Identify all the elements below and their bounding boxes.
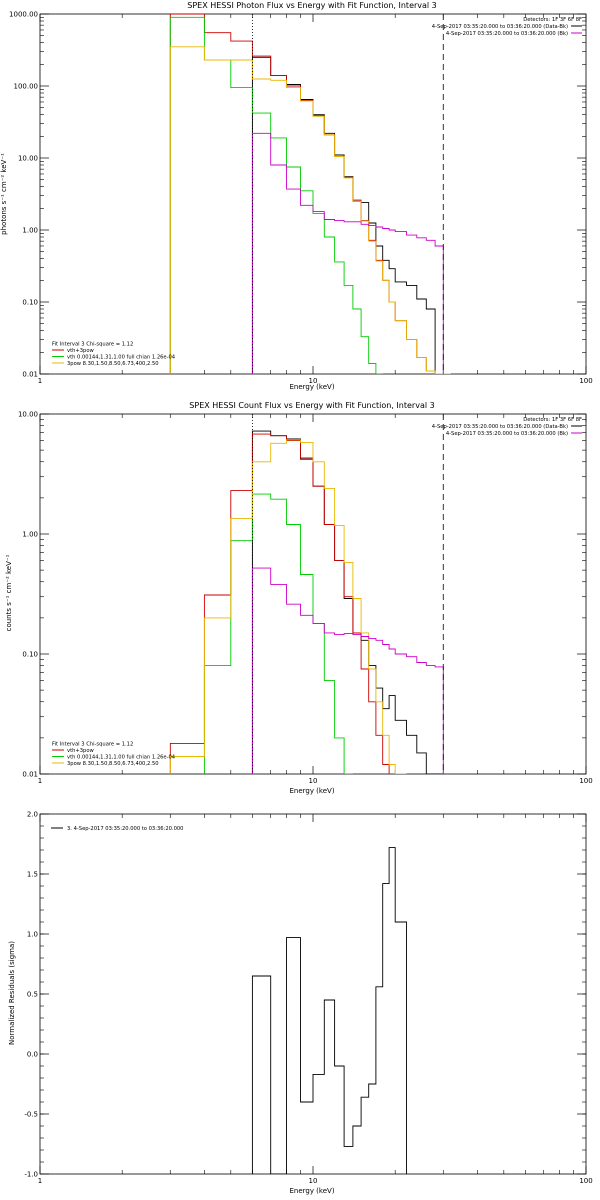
x-tick-label: 1 [38,1177,42,1185]
y-tick-label: 10.00 [18,155,38,163]
legend-fit-entry: vth+3pow [67,348,95,354]
series-line-bk [251,567,444,774]
x-axis-label: Energy (keV) [289,383,334,391]
y-tick-label: -1.0 [24,1171,38,1179]
y-tick-label: 0.01 [22,771,38,779]
series-line-vth [203,493,353,774]
legend-top-entry: 4-Sep-2017 03:35:20.000 to 03:36:20.000 … [432,424,568,430]
series-line-bk [251,132,444,374]
series-line-vth+3pow [169,433,396,774]
series-line-3pow [169,439,407,774]
legend-top-entry: 4-Sep-2017 03:35:20.000 to 03:36:20.000 … [446,31,568,37]
y-tick-label: 1.00 [22,531,38,539]
y-tick-label: 0.5 [27,991,38,999]
x-tick-label: 10 [309,1177,318,1185]
y-tick-label: 1.0 [27,931,38,939]
count-flux-panel: SPEX HESSI Count Flux vs Energy with Fit… [5,401,593,795]
y-axis-label: Normalized Residuals (sigma) [8,941,16,1045]
y-tick-label: 0.10 [22,299,38,307]
series-group [169,14,451,374]
x-tick-label: 10 [309,777,318,785]
chart-title: SPEX HESSI Count Flux vs Energy with Fit… [189,401,434,410]
x-tick-label: 10 [309,377,318,385]
legend-top-entry: 4-Sep-2017 03:35:20.000 to 03:36:20.000 … [432,24,568,30]
legend-fit-header: Fit Interval 3 Chi-square = 1.12 [52,342,133,348]
plot-area: 1 10 100 -1.0 -0.5 0.0 0.5 1.0 1.5 2.0 3. 4-Sep-20… [24,811,592,1186]
y-tick-label: 1.00 [22,227,38,235]
y-tick-label: 0.01 [22,371,38,379]
y-tick-label: 0.10 [22,651,38,659]
series-line-vth [169,16,383,374]
legend-top-header: Detectors: 1F 3F 6F 8F [523,17,582,23]
legend-fit-entry: vth 0.00144,1.31,1.00 full chian 1.26e-0… [67,755,176,761]
y-tick-label: 100.00 [14,83,39,91]
residuals-panel: Energy (keV) Normalized Residuals (sigma… [8,811,593,1196]
y-tick-label: 10.00 [18,411,38,419]
x-tick-label: 100 [579,1177,592,1185]
series-line-3pow [169,46,451,374]
legend-fit-entry: 3pow 8.30,1.50,8.50,6.73,400,2.50 [67,761,159,767]
legend-fit-header: Fit Interval 3 Chi-square = 1.12 [52,742,133,748]
series-group [169,430,444,774]
x-tick-label: 1 [38,777,42,785]
x-tick-label: 1 [38,377,42,385]
y-tick-label: 1000.00 [9,11,38,19]
y-tick-label: 0.0 [27,1051,38,1059]
x-tick-label: 100 [579,377,592,385]
series-line-residuals [251,847,407,1174]
legend-fit-entry: vth 0.00144,1.31,1.00 full chian 1.26e-0… [67,355,176,361]
legend-top-header: Detectors: 1F 3F 6F 8F [523,417,582,423]
legend-inset-entry: 3. 4-Sep-2017 03:35:20.000 to 03:36:20.0… [67,826,183,832]
plot-area: 1 10 100 0.01 0.10 1.00 10.00 100.00 1000.00 Dete… [9,11,593,386]
x-axis-label: Energy (keV) [289,787,334,795]
x-tick-label: 100 [579,777,592,785]
chart-title: SPEX HESSI Photon Flux vs Energy with Fi… [187,1,437,10]
y-tick-label: -0.5 [24,1111,38,1119]
series-group [251,847,407,1174]
legend-fit-entry: 3pow 8.30,1.50,8.50,6.73,400,2.50 [67,361,159,367]
photon-flux-panel: SPEX HESSI Photon Flux vs Energy with Fi… [0,1,593,391]
y-axis-label: photons s⁻¹ cm⁻² keV⁻¹ [0,153,8,235]
legend-top-entry: 4-Sep-2017 03:35:20.000 to 03:36:20.000 … [446,431,568,437]
y-axis-label: counts s⁻¹ cm⁻² keV⁻¹ [5,554,13,631]
y-tick-label: 2.0 [27,811,38,819]
y-tick-label: 1.5 [27,871,38,879]
plot-area: 1 10 100 0.01 0.10 1.00 10.00 Detectors: 1F 3F … [18,411,593,786]
x-axis-label: Energy (keV) [289,1187,334,1195]
legend-fit-entry: vth+3pow [67,748,95,754]
